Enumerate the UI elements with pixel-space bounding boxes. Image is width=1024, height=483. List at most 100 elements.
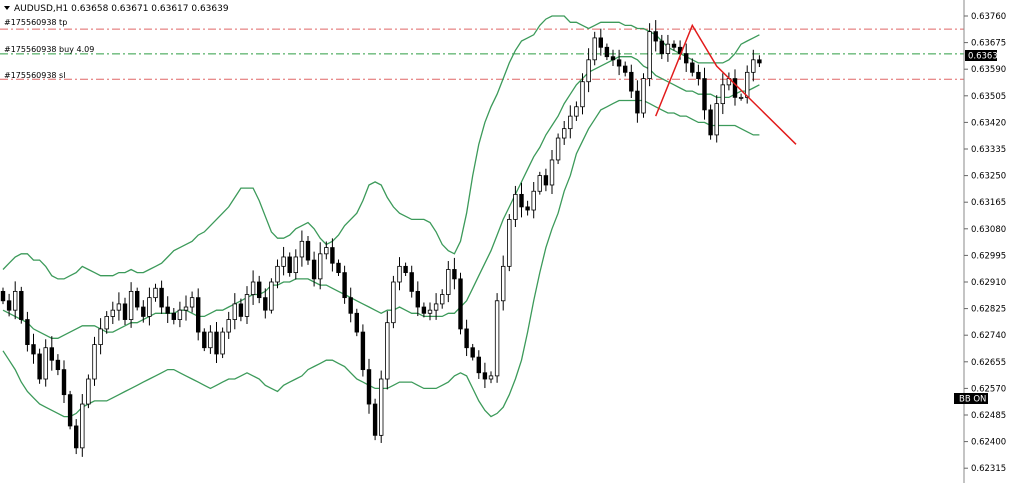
candle-body xyxy=(525,206,530,211)
candle-body xyxy=(568,115,573,130)
candle xyxy=(116,292,122,321)
candle xyxy=(299,230,305,267)
candle-body xyxy=(470,347,475,358)
candle-body xyxy=(0,290,6,302)
candle xyxy=(464,319,469,357)
bb-on-badge[interactable] xyxy=(954,393,988,404)
candle xyxy=(49,336,54,371)
candle xyxy=(110,301,115,325)
candle-body xyxy=(604,46,610,58)
candle xyxy=(104,311,109,334)
candle xyxy=(141,300,146,323)
candle xyxy=(128,282,134,328)
candle-body xyxy=(421,306,427,314)
candle xyxy=(751,49,756,82)
buy-level-label: #175560938 buy 4.09 xyxy=(4,45,94,54)
candle-body xyxy=(256,281,262,299)
candle-body xyxy=(86,378,91,405)
candle-body xyxy=(98,328,103,345)
candle xyxy=(604,43,610,61)
candle xyxy=(519,182,524,218)
candle xyxy=(720,73,725,115)
candle xyxy=(409,265,414,298)
candle xyxy=(610,49,616,67)
candle-body xyxy=(684,53,689,64)
price-tick-label: 0.62825 xyxy=(971,305,1006,315)
triangle-down-icon[interactable] xyxy=(4,6,10,10)
candle xyxy=(580,73,585,115)
price-tick-label: 0.63165 xyxy=(971,198,1006,208)
candle-body xyxy=(708,109,713,136)
candle-body xyxy=(385,322,390,380)
candle-body xyxy=(299,240,305,258)
candle-body xyxy=(623,65,628,73)
candle-body xyxy=(732,78,738,98)
candle-body xyxy=(696,71,701,79)
candle xyxy=(415,281,420,317)
candle xyxy=(360,324,366,377)
candle xyxy=(586,48,591,93)
candle xyxy=(324,241,329,260)
symbol-info: AUDUSD,H1 0.63658 0.63671 0.63617 0.6363… xyxy=(14,4,229,14)
candle-body xyxy=(476,356,481,374)
candle xyxy=(55,354,61,376)
candle xyxy=(86,374,91,409)
candle-body xyxy=(378,378,384,436)
price-tick-label: 0.62485 xyxy=(971,411,1006,421)
price-tick-label: 0.62655 xyxy=(971,358,1006,368)
candle-body xyxy=(507,219,512,267)
candle xyxy=(366,358,372,414)
candle-body xyxy=(427,309,433,314)
candle-body xyxy=(232,303,237,320)
candle xyxy=(80,394,85,457)
candle-body xyxy=(159,287,164,308)
candle xyxy=(470,343,475,361)
candle xyxy=(348,287,353,323)
candle-body xyxy=(690,62,695,73)
candle-body xyxy=(452,269,457,280)
candle xyxy=(671,40,677,51)
candle-body xyxy=(647,31,652,79)
price-tick-label: 0.62995 xyxy=(971,251,1006,261)
candle xyxy=(494,293,500,383)
candle-body xyxy=(629,71,634,92)
candle-body xyxy=(122,303,128,320)
candle xyxy=(562,120,567,145)
candle-body xyxy=(342,272,347,299)
candle xyxy=(171,307,176,325)
candle xyxy=(659,34,664,60)
candle xyxy=(684,43,689,72)
candle-body xyxy=(433,303,439,311)
candle xyxy=(568,105,573,139)
price-axis[interactable]: 0.63760 0.63675 0.63590 0.63505 0.63420 0.633… xyxy=(964,12,1006,474)
current-price-tag xyxy=(965,50,997,61)
candle-body xyxy=(220,331,225,355)
candle xyxy=(226,311,231,339)
candle xyxy=(378,370,384,443)
candle-body xyxy=(195,297,201,333)
candle xyxy=(25,311,30,352)
candle-body xyxy=(189,297,195,308)
candle xyxy=(336,259,341,276)
candle-body xyxy=(616,59,622,67)
candle-body xyxy=(537,175,542,192)
candle xyxy=(372,398,378,441)
candle-body xyxy=(482,372,488,380)
candle xyxy=(189,291,195,313)
candle xyxy=(482,362,488,389)
candle xyxy=(555,133,561,165)
candle xyxy=(665,34,671,62)
candle-body xyxy=(671,43,677,48)
tp-level-label: #175560938 tp xyxy=(4,18,67,27)
candle xyxy=(732,69,738,106)
candle-body xyxy=(250,281,256,295)
candle xyxy=(31,333,36,364)
candle xyxy=(122,297,128,326)
candle xyxy=(391,275,396,329)
candle xyxy=(202,328,207,352)
candle-body xyxy=(19,290,24,320)
candle xyxy=(433,293,439,320)
candle xyxy=(305,235,311,265)
candle-body xyxy=(580,81,585,108)
